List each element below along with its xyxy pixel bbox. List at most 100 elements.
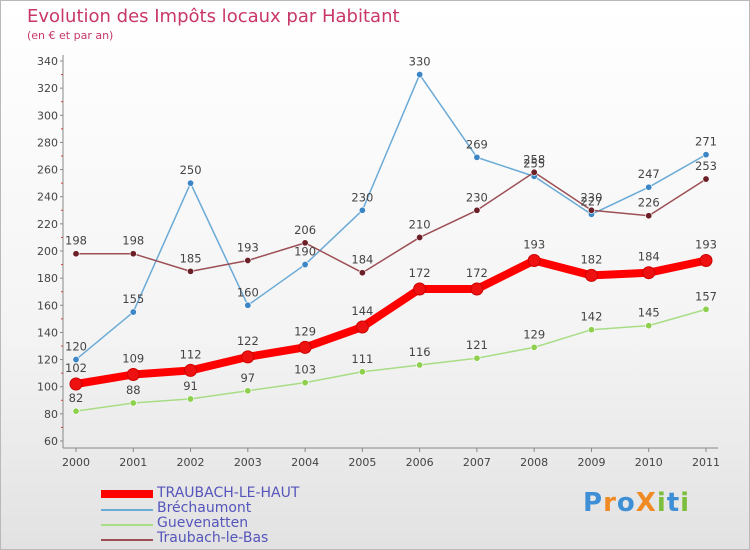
data-label: 142	[580, 310, 602, 324]
data-label: 271	[695, 135, 717, 149]
data-point	[699, 254, 713, 267]
legend-label: Guevenatten	[157, 515, 249, 531]
y-tick-label: 160	[37, 299, 58, 312]
data-point	[470, 282, 484, 296]
data-label: 157	[695, 289, 717, 303]
data-label: 112	[180, 347, 202, 361]
data-point	[530, 343, 538, 351]
series-line-br-chaumont	[75, 73, 707, 361]
data-label: 144	[351, 304, 373, 318]
data-label: 206	[294, 223, 316, 237]
data-point	[187, 179, 195, 187]
brand-logo: ProXiti	[583, 488, 690, 518]
y-tick-label: 240	[37, 191, 58, 204]
data-point	[473, 354, 481, 362]
data-point	[645, 183, 653, 191]
data-label: 210	[409, 217, 431, 231]
data-label: 193	[237, 241, 259, 255]
data-point	[244, 387, 252, 395]
data-label: 330	[409, 55, 431, 69]
x-tick-label: 2001	[119, 456, 147, 469]
data-label: 145	[638, 306, 660, 320]
data-point	[358, 368, 366, 376]
legend-swatch	[101, 509, 153, 511]
y-tick-label: 120	[37, 354, 58, 367]
data-point	[355, 320, 369, 334]
data-point	[358, 206, 366, 214]
x-tick-label: 2007	[463, 456, 491, 469]
data-label: 109	[122, 352, 144, 366]
y-tick-label: 200	[37, 245, 58, 258]
data-label: 121	[466, 338, 488, 352]
y-tick-label: 300	[37, 109, 58, 122]
y-tick-label: 320	[37, 82, 58, 95]
data-label: 184	[638, 250, 660, 264]
data-label: 230	[580, 190, 602, 204]
data-point	[301, 239, 309, 247]
data-label: 97	[240, 371, 255, 385]
data-point	[702, 151, 710, 159]
data-label: 160	[237, 285, 259, 299]
data-label: 227	[580, 194, 602, 208]
data-label: 250	[180, 163, 202, 177]
data-point	[416, 233, 424, 241]
y-tick-label: 260	[37, 164, 58, 177]
data-label: 88	[126, 383, 141, 397]
y-tick-label: 340	[37, 55, 58, 68]
data-label: 103	[294, 363, 316, 377]
data-label: 190	[294, 245, 316, 259]
data-point	[129, 308, 137, 316]
data-label: 111	[351, 352, 373, 366]
data-point	[301, 379, 309, 387]
data-label: 182	[580, 252, 602, 266]
legend-swatch	[101, 524, 153, 526]
legend-label: TRAUBACH-LE-HAUT	[157, 485, 300, 501]
data-point	[645, 212, 653, 220]
data-point	[298, 340, 312, 354]
data-point	[584, 268, 598, 282]
brand-letter: o	[616, 488, 636, 518]
x-tick-label: 2011	[692, 456, 720, 469]
data-label: 129	[294, 324, 316, 338]
data-label: 129	[523, 327, 545, 341]
data-label: 193	[695, 238, 717, 252]
chart-title: Evolution des Impôts locaux par Habitant	[27, 6, 400, 27]
brand-letter: i	[680, 488, 691, 518]
x-tick-label: 2005	[348, 456, 376, 469]
legend-label: Bréchaumont	[157, 500, 252, 516]
data-label: 172	[466, 266, 488, 280]
data-point	[416, 71, 424, 79]
brand-letter: i	[656, 488, 667, 518]
data-point	[129, 399, 137, 407]
data-point	[184, 363, 198, 377]
data-point	[187, 267, 195, 275]
data-point	[416, 361, 424, 369]
data-label: 258	[523, 152, 545, 166]
data-point	[527, 254, 541, 267]
data-label: 253	[695, 159, 717, 173]
data-label: 172	[409, 266, 431, 280]
data-point	[244, 256, 252, 264]
data-point	[72, 250, 80, 258]
x-tick-label: 2004	[291, 456, 319, 469]
data-point	[413, 282, 427, 296]
data-label: 269	[466, 137, 488, 151]
data-label: 116	[409, 345, 431, 359]
legend-swatch	[101, 490, 153, 498]
y-tick-label: 100	[37, 381, 58, 394]
data-label: 230	[466, 190, 488, 204]
data-point	[244, 301, 252, 309]
y-tick-label: 140	[37, 326, 58, 339]
data-point	[72, 356, 80, 364]
data-label: 120	[65, 340, 87, 354]
x-tick-label: 2002	[177, 456, 205, 469]
data-point	[645, 322, 653, 330]
legend-label: Traubach-le-Bas	[157, 530, 269, 546]
data-point	[301, 261, 309, 269]
x-tick-label: 2009	[577, 456, 605, 469]
data-point	[642, 266, 656, 280]
brand-letter: P	[583, 488, 604, 518]
data-point	[126, 368, 140, 381]
data-point	[473, 153, 481, 161]
y-tick-label: 60	[44, 435, 58, 448]
